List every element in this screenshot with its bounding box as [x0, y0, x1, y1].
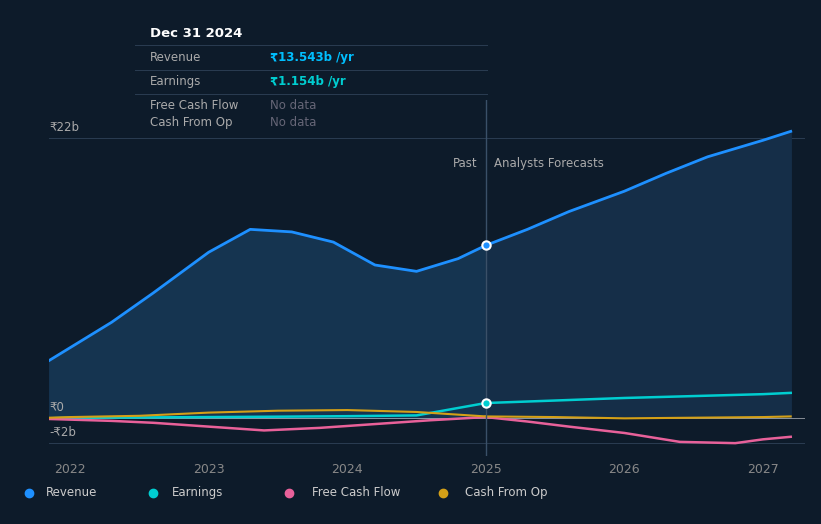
- Text: Earnings: Earnings: [149, 75, 201, 88]
- Text: ₹13.543b /yr: ₹13.543b /yr: [269, 51, 354, 64]
- Text: No data: No data: [269, 116, 316, 129]
- Text: ₹22b: ₹22b: [49, 121, 80, 134]
- Text: Cash From Op: Cash From Op: [465, 486, 548, 499]
- Text: Free Cash Flow: Free Cash Flow: [149, 100, 238, 113]
- Text: Earnings: Earnings: [172, 486, 223, 499]
- Text: Past: Past: [453, 157, 478, 170]
- Text: Analysts Forecasts: Analysts Forecasts: [494, 157, 604, 170]
- Text: Cash From Op: Cash From Op: [149, 116, 232, 129]
- Text: No data: No data: [269, 100, 316, 113]
- Text: -₹2b: -₹2b: [49, 427, 76, 439]
- Text: Revenue: Revenue: [149, 51, 201, 64]
- Text: ₹0: ₹0: [49, 401, 64, 414]
- Text: Dec 31 2024: Dec 31 2024: [149, 27, 242, 40]
- Text: ₹1.154b /yr: ₹1.154b /yr: [269, 75, 346, 88]
- Text: Revenue: Revenue: [46, 486, 98, 499]
- Text: Free Cash Flow: Free Cash Flow: [312, 486, 401, 499]
